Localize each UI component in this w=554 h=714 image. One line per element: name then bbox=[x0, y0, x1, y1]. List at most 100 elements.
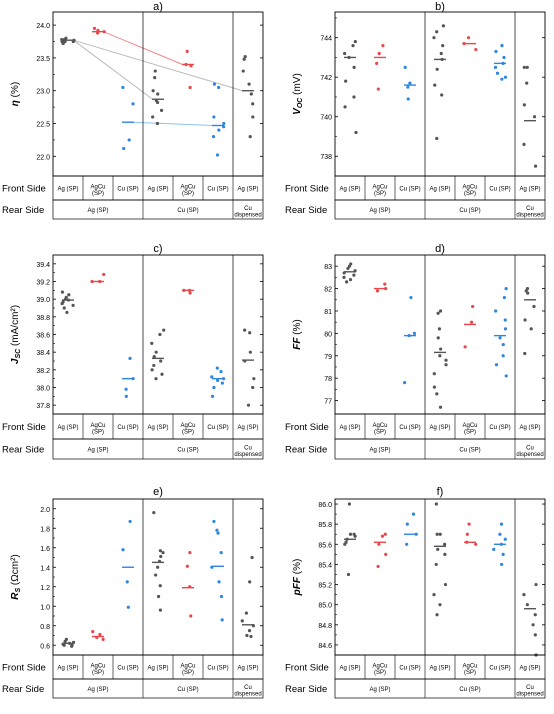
data-point bbox=[494, 309, 498, 313]
rear-side-label: Cu (SP) bbox=[459, 208, 480, 214]
data-point bbox=[160, 372, 164, 376]
data-point bbox=[67, 293, 71, 297]
data-point bbox=[377, 51, 381, 56]
data-point bbox=[444, 358, 448, 362]
panel-e: e) RS (Ωcm²) 0.6 0.8 1.0 1.2 1.4 1.6 1.8 2.0 Ag (S… bbox=[2, 486, 264, 699]
plot-frame bbox=[334, 498, 546, 656]
data-point bbox=[125, 580, 129, 584]
data-point bbox=[412, 331, 417, 335]
data-point bbox=[217, 85, 221, 90]
front-side-row-label: Front Side bbox=[2, 184, 46, 195]
y-tick-label: 81 bbox=[324, 309, 332, 316]
front-side-label: Ag (SP) bbox=[429, 666, 450, 672]
data-point bbox=[215, 366, 219, 370]
rear-row-frame bbox=[334, 438, 546, 460]
data-point bbox=[353, 40, 357, 44]
data-point bbox=[504, 374, 508, 378]
data-point bbox=[435, 532, 439, 536]
front-side-label: Ag (SP) bbox=[519, 666, 540, 672]
data-point bbox=[150, 368, 154, 372]
data-point bbox=[504, 286, 508, 291]
plot-frame bbox=[334, 254, 546, 415]
data-point bbox=[153, 69, 157, 73]
data-point bbox=[188, 85, 192, 90]
data-point bbox=[531, 623, 535, 627]
front-side-row-label: Front Side bbox=[285, 184, 329, 195]
data-point bbox=[500, 562, 504, 567]
data-point bbox=[215, 528, 219, 532]
rear-side-label: Ag (SP) bbox=[369, 208, 390, 214]
data-point bbox=[384, 552, 388, 556]
data-point bbox=[128, 519, 132, 524]
y-tick-label: 22.5 bbox=[36, 122, 50, 129]
front-side-label: Ag (SP) bbox=[57, 187, 78, 193]
data-point bbox=[151, 89, 155, 93]
y-tick-label: 1.0 bbox=[40, 604, 50, 611]
y-tick-label: 38.2 bbox=[36, 368, 50, 375]
front-side-label: Ag (SP) bbox=[339, 425, 360, 431]
data-point bbox=[251, 102, 255, 106]
y-tick-label: 23.5 bbox=[36, 56, 50, 63]
data-point bbox=[155, 100, 160, 105]
data-point bbox=[501, 354, 505, 358]
data-point bbox=[501, 342, 505, 347]
data-point bbox=[499, 522, 504, 526]
rear-side-label: Cu dispensed bbox=[234, 445, 261, 458]
data-point bbox=[161, 551, 165, 555]
data-point bbox=[249, 92, 253, 96]
data-point bbox=[435, 392, 439, 396]
data-point bbox=[162, 328, 166, 332]
data-point bbox=[403, 65, 407, 69]
front-side-label: AgCu (SP) bbox=[90, 423, 105, 436]
data-point bbox=[523, 318, 527, 322]
data-point bbox=[383, 282, 387, 286]
data-point bbox=[440, 93, 444, 97]
data-point bbox=[211, 135, 216, 139]
y-tick-label: 38.4 bbox=[36, 350, 50, 357]
plot-frame bbox=[52, 254, 264, 415]
front-side-label: Ag (SP) bbox=[519, 187, 540, 193]
panel-b: b) VOC (mV) 738 740 742 744 Ag (SP) AgCu (SP) Cu … bbox=[285, 1, 546, 220]
front-side-label: AgCu (SP) bbox=[90, 184, 105, 197]
data-point bbox=[411, 512, 416, 516]
data-point bbox=[466, 36, 471, 40]
y-tick-label: 738 bbox=[320, 154, 332, 161]
data-point bbox=[432, 385, 437, 389]
data-point bbox=[380, 534, 384, 538]
data-point bbox=[500, 43, 504, 48]
data-point bbox=[503, 318, 507, 322]
front-side-label: Cu (SP) bbox=[489, 425, 510, 431]
front-side-label: Ag (SP) bbox=[339, 666, 360, 672]
data-point bbox=[101, 637, 105, 642]
y-tick-label: 38.6 bbox=[36, 333, 50, 340]
data-point bbox=[503, 327, 508, 331]
rear-side-label: Cu (SP) bbox=[177, 208, 198, 214]
front-side-label: Cu (SP) bbox=[399, 187, 420, 193]
plot-frame bbox=[334, 11, 546, 177]
y-tick-label: 744 bbox=[320, 36, 332, 43]
data-point bbox=[498, 532, 502, 536]
data-point bbox=[432, 36, 436, 40]
front-side-label: AgCu (SP) bbox=[372, 184, 387, 197]
y-axis-label: η (%) bbox=[10, 82, 21, 106]
data-point bbox=[439, 347, 443, 351]
front-side-label: Ag (SP) bbox=[429, 187, 450, 193]
data-point bbox=[436, 311, 440, 315]
front-side-label: Ag (SP) bbox=[519, 425, 540, 431]
data-point bbox=[156, 92, 160, 96]
data-point bbox=[435, 613, 439, 617]
label-table: Ag (SP) AgCu (SP) Cu (SP) Ag (SP) AgCu (SP) Cu … bbox=[285, 175, 546, 220]
data-point bbox=[124, 387, 128, 391]
data-point bbox=[220, 618, 224, 622]
data-point bbox=[154, 350, 158, 354]
rear-side-label: Cu dispensed bbox=[516, 685, 543, 698]
data-point bbox=[222, 121, 226, 126]
data-point bbox=[443, 542, 447, 546]
data-point bbox=[154, 573, 158, 577]
data-point bbox=[219, 370, 223, 374]
data-point bbox=[241, 69, 245, 73]
y-tick-label: 742 bbox=[320, 75, 332, 82]
data-point bbox=[352, 65, 356, 69]
data-point bbox=[245, 633, 249, 638]
y-tick-label: 86.0 bbox=[318, 502, 332, 509]
